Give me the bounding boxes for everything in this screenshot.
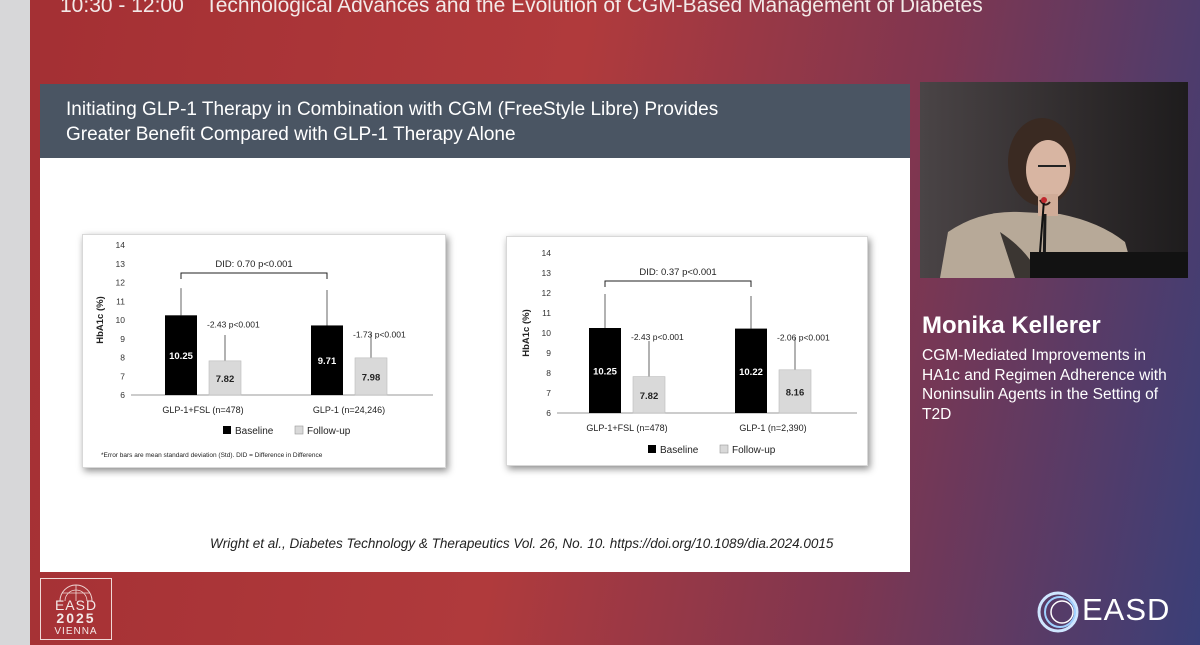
bar-follow-up [778, 369, 812, 414]
speaker-video [920, 82, 1188, 278]
bar-baseline [589, 328, 621, 413]
change-annotation: -2.43 p<0.001 [631, 332, 684, 342]
y-axis-label: HbA1c (%) [95, 296, 106, 344]
data-label-baseline: 10.25 [169, 351, 193, 362]
bar-baseline [735, 328, 767, 413]
legend-label-baseline: Baseline [235, 426, 274, 437]
session-time: 10:30 - 12:00 [60, 0, 184, 17]
data-label-follow-up: 7.98 [362, 372, 381, 383]
talk-title: CGM-Mediated Improvements in HA1c and Re… [922, 347, 1167, 423]
y-tick-label: 9 [120, 334, 125, 344]
easd-ring-icon [1037, 591, 1079, 633]
y-tick-label: 10 [116, 315, 126, 325]
slide-title-line-1: Initiating GLP-1 Therapy in Combination … [66, 99, 719, 120]
legend-swatch-follow-up [719, 444, 729, 454]
did-annotation: DID: 0.70 p<0.001 [215, 259, 292, 270]
did-bracket [180, 272, 328, 279]
y-tick-label: 12 [542, 288, 552, 298]
slide-title-bar: Initiating GLP-1 Therapy in Combination … [40, 84, 910, 158]
badge-text-easd: EASD [54, 597, 98, 613]
y-tick-label: 13 [542, 268, 552, 278]
legend-label-follow-up: Follow-up [307, 426, 351, 437]
speaker-video-frame [920, 82, 1188, 278]
y-tick-label: 14 [116, 240, 126, 250]
left-edge-strip [0, 0, 30, 645]
presentation-slide: Initiating GLP-1 Therapy in Combination … [40, 84, 910, 572]
y-tick-label: 14 [542, 248, 552, 258]
legend-label-follow-up: Follow-up [732, 445, 776, 456]
hba1c-bar-chart-right: HbA1c (%) 6 7 8 9 10 11 12 13 14 10.25 7.82 -2.43 p<… [521, 248, 857, 456]
chart-card-left: HbA1c (%) 6 7 8 9 10 11 12 13 14 10.25 7.82 -2.43 p<… [82, 234, 446, 468]
y-tick-label: 11 [542, 308, 551, 318]
y-tick-label: 7 [546, 388, 551, 398]
easd-logo: EASD [1036, 588, 1176, 636]
chart-footnote: *Error bars are mean standard deviation … [101, 452, 323, 459]
badge-text-city: VIENNA [54, 626, 98, 637]
data-label-baseline: 10.25 [593, 367, 617, 378]
y-tick-label: 8 [546, 368, 551, 378]
data-label-follow-up: 8.16 [786, 387, 805, 398]
change-annotation: -2.06 p<0.001 [777, 333, 830, 343]
y-tick-label: 7 [120, 371, 125, 381]
session-title: Technological Advances and the Evolution… [205, 0, 983, 17]
easd-logo-text: EASD [1082, 592, 1171, 627]
session-header: 10:30 - 12:00 Technological Advances and… [60, 0, 983, 18]
y-tick-label: 6 [120, 390, 125, 400]
slide-citation: Wright et al., Diabetes Technology & The… [210, 536, 834, 551]
did-bracket [604, 280, 752, 287]
y-tick-label: 13 [116, 259, 126, 269]
y-tick-label: 9 [546, 348, 551, 358]
data-label-follow-up: 7.82 [216, 374, 235, 385]
chart-card-right: HbA1c (%) 6 7 8 9 10 11 12 13 14 10.25 7.82 -2.43 p<… [506, 236, 868, 466]
data-label-baseline: 10.22 [739, 367, 763, 378]
legend-swatch-follow-up [294, 425, 304, 435]
badge-text-year: 2025 [56, 610, 96, 626]
bar-follow-up [354, 357, 388, 396]
bar-baseline [311, 325, 343, 395]
change-annotation: -1.73 p<0.001 [353, 329, 406, 339]
speaker-name: Monika Kellerer [922, 312, 1101, 339]
category-label: GLP-1 (n=24,246) [313, 405, 385, 415]
category-label: GLP-1 (n=2,390) [739, 423, 806, 433]
y-tick-label: 8 [120, 353, 125, 363]
hba1c-bar-chart-left: HbA1c (%) 6 7 8 9 10 11 12 13 14 10.25 7.82 -2.43 p<… [95, 240, 433, 459]
category-label: GLP-1+FSL (n=478) [162, 405, 243, 415]
y-tick-label: 11 [116, 296, 125, 306]
slide-title: Initiating GLP-1 Therapy in Combination … [66, 97, 886, 147]
y-tick-label: 12 [116, 278, 126, 288]
data-label-follow-up: 7.82 [640, 391, 659, 402]
y-axis-label: HbA1c (%) [521, 309, 532, 357]
easd-2025-vienna-badge: EASD 2025 VIENNA [40, 578, 112, 640]
legend-label-baseline: Baseline [660, 445, 699, 456]
y-tick-label: 6 [546, 408, 551, 418]
bar-follow-up [632, 376, 666, 414]
data-label-baseline: 9.71 [318, 356, 337, 367]
did-annotation: DID: 0.37 p<0.001 [639, 267, 716, 278]
slide-title-line-2: Greater Benefit Compared with GLP-1 Ther… [66, 124, 516, 145]
ferris-wheel-icon [59, 584, 93, 601]
legend-swatch-baseline [648, 445, 656, 453]
bar-baseline [165, 315, 197, 395]
legend-swatch-baseline [223, 426, 231, 434]
y-tick-label: 10 [542, 328, 552, 338]
change-annotation: -2.43 p<0.001 [207, 319, 260, 329]
bar-follow-up [208, 360, 242, 396]
category-label: GLP-1+FSL (n=478) [586, 423, 667, 433]
